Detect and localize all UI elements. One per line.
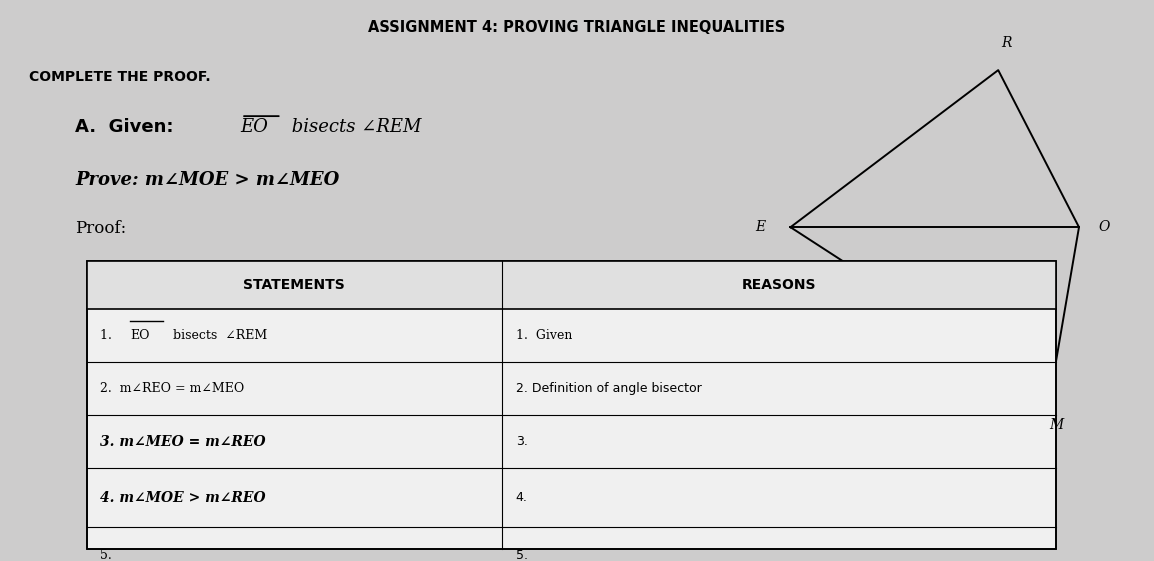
Text: 5.: 5.: [516, 549, 527, 561]
Text: STATEMENTS: STATEMENTS: [243, 278, 345, 292]
Text: bisects  ∠REM: bisects ∠REM: [165, 329, 268, 342]
Text: 2.  m∠REO = m∠MEO: 2. m∠REO = m∠MEO: [100, 382, 245, 395]
Text: 2. Definition of angle bisector: 2. Definition of angle bisector: [516, 382, 702, 395]
Text: COMPLETE THE PROOF.: COMPLETE THE PROOF.: [29, 70, 210, 84]
Text: M: M: [1049, 418, 1063, 432]
Text: 4. m∠MOE > m∠REO: 4. m∠MOE > m∠REO: [100, 491, 267, 505]
Text: Proof:: Proof:: [75, 220, 126, 237]
Text: R: R: [1001, 36, 1012, 50]
Bar: [87, 261, 1056, 549]
Text: 3.: 3.: [516, 435, 527, 448]
Text: 5.: 5.: [100, 549, 112, 561]
Text: 1.: 1.: [100, 329, 120, 342]
Text: EO: EO: [240, 118, 268, 136]
Text: A.  Given:: A. Given:: [75, 118, 180, 136]
Text: 4.: 4.: [516, 491, 527, 504]
Text: O: O: [1099, 220, 1110, 234]
Bar: [87, 261, 1056, 549]
Text: ASSIGNMENT 4: PROVING TRIANGLE INEQUALITIES: ASSIGNMENT 4: PROVING TRIANGLE INEQUALIT…: [368, 20, 786, 35]
Text: 3. m∠MEO = m∠REO: 3. m∠MEO = m∠REO: [100, 435, 267, 449]
Text: 1.  Given: 1. Given: [516, 329, 572, 342]
Text: EO: EO: [130, 329, 150, 342]
Text: E: E: [755, 220, 765, 234]
Text: Prove: m∠MOE > m∠MEO: Prove: m∠MOE > m∠MEO: [75, 171, 339, 189]
Text: bisects ∠REM: bisects ∠REM: [286, 118, 421, 136]
Text: REASONS: REASONS: [742, 278, 816, 292]
Bar: [87, 261, 1056, 309]
